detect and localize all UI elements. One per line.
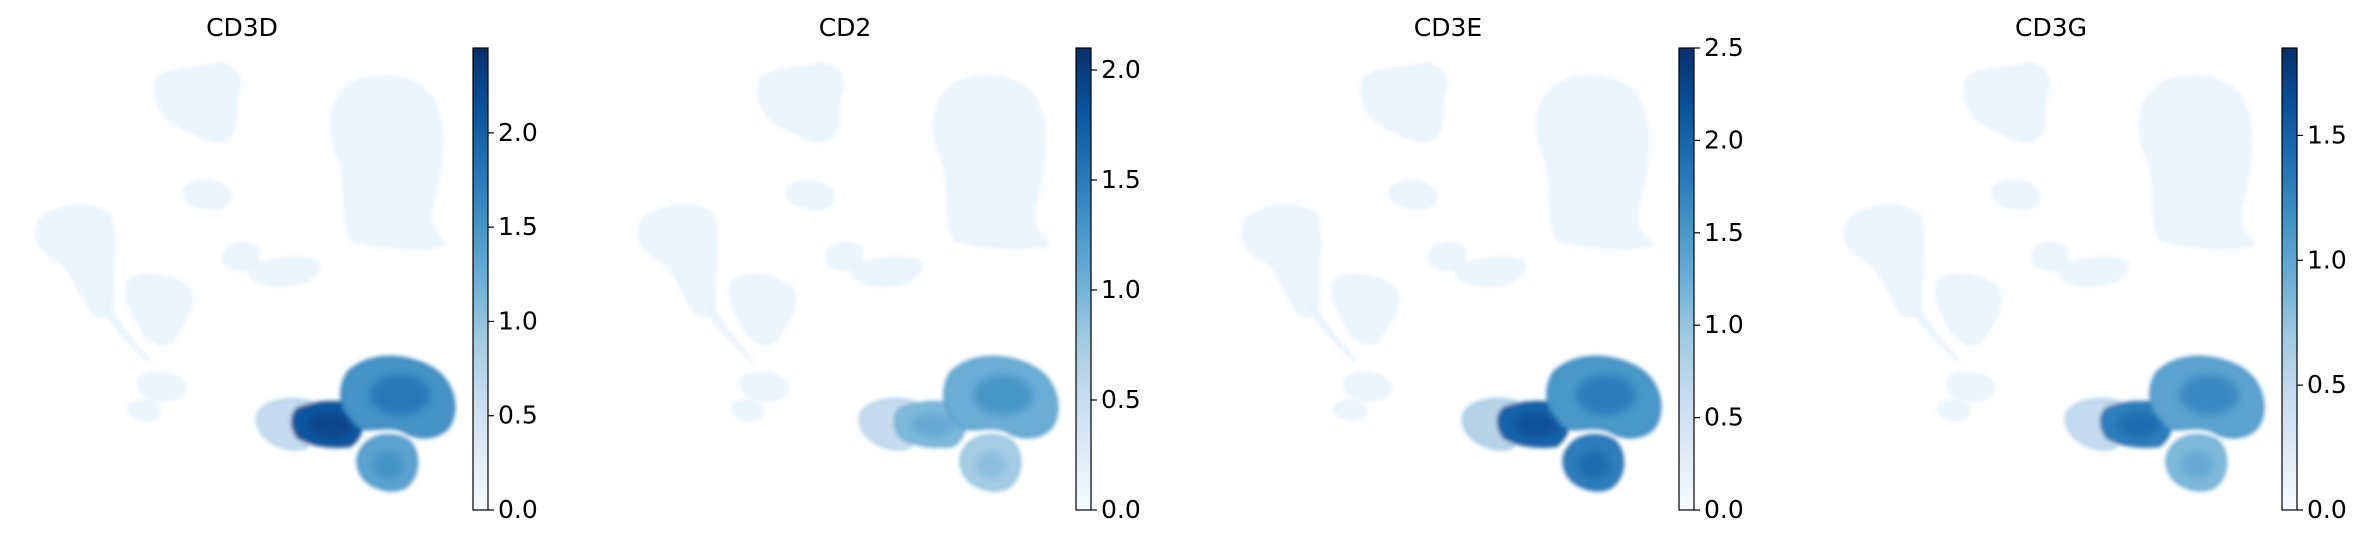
density-core-upper xyxy=(1576,375,1636,415)
umap-cluster-7 xyxy=(1343,372,1393,402)
umap-cluster-8 xyxy=(730,399,765,421)
umap-cluster-6 xyxy=(851,257,923,287)
colorbar: 0.0 0.5 1.0 1.5 2.0 2.5 xyxy=(1678,33,1744,524)
umap-cluster-2 xyxy=(1241,204,1321,317)
density-core-lower xyxy=(372,451,404,479)
umap-background-clusters xyxy=(638,62,1050,421)
colorbar-tick-label: 2.0 xyxy=(1704,125,1744,154)
colorbar-tick-label: 1.5 xyxy=(1101,165,1141,194)
umap-cluster-2 xyxy=(1844,204,1924,317)
colorbar-tick-label: 0.5 xyxy=(498,401,538,430)
umap-panel-2: CD3E 0.0 0.5 1.0 1.5 2.0 2.5 xyxy=(1241,13,1744,524)
umap-expression-clusters xyxy=(2064,355,2265,492)
colorbar-tick-label: 1.0 xyxy=(1101,275,1141,304)
density-core-lower xyxy=(1578,451,1610,479)
umap-cluster-8 xyxy=(127,399,162,421)
colorbar-tick-label: 0.5 xyxy=(1101,385,1141,414)
density-core-upper xyxy=(370,375,430,415)
umap-cluster-9 xyxy=(102,302,151,363)
umap-panel-3: CD3G 0.0 0.5 1.0 1.5 xyxy=(1844,13,2347,524)
umap-expression-clusters xyxy=(255,355,456,492)
umap-cluster-5 xyxy=(126,273,193,345)
umap-density-cores xyxy=(1514,375,1636,479)
colorbar-tick-label: 0.5 xyxy=(2307,370,2347,399)
umap-cluster-1 xyxy=(154,62,241,143)
colorbar-tick-label: 2.0 xyxy=(1101,55,1141,84)
colorbar-tick-label: 1.0 xyxy=(498,306,538,335)
umap-cluster-3 xyxy=(1389,180,1438,210)
density-core-arm xyxy=(308,413,352,437)
umap-cluster-1 xyxy=(1360,62,1447,143)
umap-cluster-0 xyxy=(933,75,1050,249)
umap-panel-1: CD2 0.0 0.5 1.0 1.5 2.0 xyxy=(638,13,1141,524)
colorbar-tick-label: 1.0 xyxy=(1704,310,1744,339)
umap-background-clusters xyxy=(1844,62,2256,421)
colorbar-tick-label: 0.0 xyxy=(1101,495,1141,524)
umap-cluster-5 xyxy=(1332,273,1399,345)
umap-cluster-3 xyxy=(183,180,232,210)
umap-cluster-8 xyxy=(1333,399,1368,421)
umap-cluster-6 xyxy=(248,257,320,287)
umap-cluster-6 xyxy=(2057,257,2129,287)
umap-cluster-3 xyxy=(1992,180,2041,210)
colorbar-tick-label: 2.0 xyxy=(498,118,538,147)
umap-cluster-5 xyxy=(729,273,796,345)
panel-title: CD3G xyxy=(2015,13,2087,42)
umap-panel-0: CD3D 0.0 0.5 1.0 1.5 2.0 xyxy=(35,13,538,524)
panel-title: CD3D xyxy=(206,13,278,42)
colorbar-tick-label: 0.0 xyxy=(498,495,538,524)
colorbar: 0.0 0.5 1.0 1.5 2.0 xyxy=(1075,47,1141,524)
umap-cluster-7 xyxy=(740,372,790,402)
umap-expression-clusters xyxy=(858,355,1059,492)
umap-cluster-7 xyxy=(137,372,187,402)
umap-cluster-0 xyxy=(2139,75,2256,249)
density-core-lower xyxy=(2181,451,2213,479)
density-core-lower xyxy=(975,451,1007,479)
density-core-upper xyxy=(2179,375,2239,415)
umap-cluster-1 xyxy=(1963,62,2050,143)
density-core-arm xyxy=(2117,413,2161,437)
umap-cluster-9 xyxy=(705,302,754,363)
colorbar-gradient xyxy=(2281,47,2298,511)
density-core-arm xyxy=(1514,413,1558,437)
umap-cluster-6 xyxy=(1454,257,1526,287)
colorbar-gradient xyxy=(472,47,489,511)
colorbar-tick-label: 2.5 xyxy=(1704,33,1744,62)
umap-cluster-7 xyxy=(1946,372,1996,402)
umap-density-cores xyxy=(308,375,430,479)
colorbar-tick-label: 0.0 xyxy=(1704,495,1744,524)
umap-cluster-8 xyxy=(1936,399,1971,421)
colorbar-tick-label: 0.5 xyxy=(1704,403,1744,432)
colorbar: 0.0 0.5 1.0 1.5 2.0 xyxy=(472,47,538,524)
density-core-arm xyxy=(911,413,955,437)
umap-cluster-9 xyxy=(1308,302,1357,363)
colorbar-tick-label: 1.5 xyxy=(498,212,538,241)
umap-cluster-1 xyxy=(757,62,844,143)
umap-cluster-0 xyxy=(330,75,447,249)
umap-background-clusters xyxy=(1241,62,1653,421)
umap-cluster-2 xyxy=(35,204,115,317)
umap-density-cores xyxy=(2117,375,2239,479)
umap-cluster-9 xyxy=(1911,302,1960,363)
density-core-upper xyxy=(973,375,1033,415)
colorbar-tick-label: 0.0 xyxy=(2307,495,2347,524)
colorbar-tick-label: 1.5 xyxy=(2307,120,2347,149)
umap-expression-clusters xyxy=(1461,355,1662,492)
colorbar-gradient xyxy=(1678,47,1695,511)
umap-cluster-3 xyxy=(786,180,835,210)
umap-cluster-5 xyxy=(1935,273,2002,345)
umap-background-clusters xyxy=(35,62,447,421)
umap-density-cores xyxy=(911,375,1033,479)
panel-title: CD2 xyxy=(819,13,872,42)
colorbar-tick-label: 1.5 xyxy=(1704,218,1744,247)
umap-cluster-2 xyxy=(638,204,718,317)
panel-title: CD3E xyxy=(1414,13,1482,42)
umap-cluster-0 xyxy=(1536,75,1653,249)
colorbar-gradient xyxy=(1075,47,1092,511)
colorbar: 0.0 0.5 1.0 1.5 xyxy=(2281,47,2347,524)
colorbar-tick-label: 1.0 xyxy=(2307,245,2347,274)
